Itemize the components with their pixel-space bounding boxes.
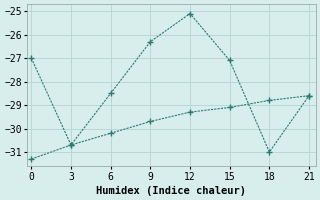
X-axis label: Humidex (Indice chaleur): Humidex (Indice chaleur)	[97, 186, 246, 196]
